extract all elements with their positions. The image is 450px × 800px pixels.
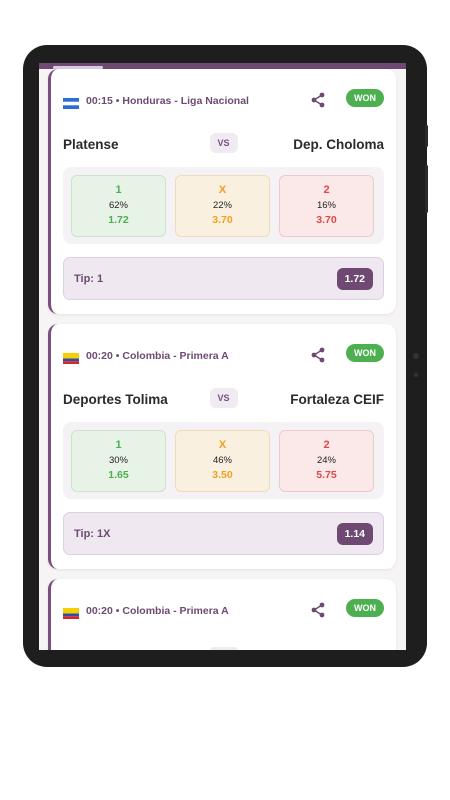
- home-team: Platense: [63, 136, 119, 152]
- colombia-flag-icon: [63, 351, 79, 364]
- vs-badge-partial: [209, 647, 238, 650]
- vs-badge: VS: [209, 388, 238, 408]
- top-bar: [39, 63, 406, 69]
- odds-panel: 1 62% 1.72 X 22% 3.70 2 16% 3.70: [63, 167, 384, 244]
- odd-draw[interactable]: X 22% 3.70: [175, 175, 270, 237]
- match-header: 00:20 • Colombia - Primera A WON: [63, 344, 384, 366]
- tip-label: Tip: 1: [74, 272, 104, 285]
- share-icon[interactable]: [309, 346, 327, 364]
- odd-value: 3.70: [316, 214, 337, 226]
- odd-label: 2: [323, 184, 330, 196]
- top-tab-indicator: [53, 66, 103, 69]
- odd-percent: 16%: [316, 200, 336, 211]
- odd-away[interactable]: 2 24% 5.75: [279, 430, 374, 492]
- match-card[interactable]: 00:20 • Colombia - Primera A WON Deporte…: [48, 324, 396, 569]
- sensor-dot: [414, 373, 418, 377]
- odd-away[interactable]: 2 16% 3.70: [279, 175, 374, 237]
- away-team: Fortaleza CEIF: [290, 391, 384, 407]
- odd-percent: 24%: [316, 455, 336, 466]
- status-badge: WON: [346, 344, 384, 362]
- teams-row: Deportes Tolima VS Fortaleza CEIF: [63, 388, 384, 410]
- tip-label: Tip: 1X: [74, 527, 111, 540]
- odd-label: 1: [115, 184, 122, 196]
- odd-home[interactable]: 1 30% 1.65: [71, 430, 166, 492]
- tip-odd: 1.14: [336, 522, 373, 545]
- odd-value: 3.70: [212, 214, 233, 226]
- odd-label: 1: [115, 439, 122, 451]
- share-icon[interactable]: [309, 601, 327, 619]
- match-card[interactable]: 00:15 • Honduras - Liga Nacional WON Pla…: [48, 69, 396, 314]
- odd-percent: 62%: [108, 200, 128, 211]
- odds-panel: 1 30% 1.65 X 46% 3.50 2 24% 5.75: [63, 422, 384, 499]
- odd-value: 1.72: [108, 214, 129, 226]
- front-camera: [413, 353, 419, 359]
- home-team: Deportes Tolima: [63, 391, 168, 407]
- status-badge: WON: [346, 89, 384, 107]
- odd-label: X: [218, 439, 227, 451]
- odd-percent: 46%: [212, 455, 232, 466]
- app-screen: 00:15 • Honduras - Liga Nacional WON Pla…: [39, 63, 406, 650]
- tip-bar[interactable]: Tip: 1X 1.14: [63, 512, 384, 555]
- odd-value: 1.65: [108, 469, 129, 481]
- odd-value: 3.50: [212, 469, 233, 481]
- teams-row: Platense VS Dep. Choloma: [63, 133, 384, 155]
- status-badge: WON: [346, 599, 384, 617]
- away-team: Dep. Choloma: [293, 136, 384, 152]
- vs-badge: VS: [209, 133, 238, 153]
- volume-button: [425, 165, 428, 213]
- match-time-league: 00:20 • Colombia - Primera A: [86, 605, 229, 617]
- power-button: [425, 125, 428, 147]
- match-time-league: 00:20 • Colombia - Primera A: [86, 350, 229, 362]
- odd-draw[interactable]: X 46% 3.50: [175, 430, 270, 492]
- match-time-league: 00:15 • Honduras - Liga Nacional: [86, 95, 249, 107]
- honduras-flag-icon: [63, 96, 79, 109]
- match-header: 00:15 • Honduras - Liga Nacional WON: [63, 89, 384, 111]
- odd-label: X: [218, 184, 227, 196]
- match-card[interactable]: 00:20 • Colombia - Primera A WON: [48, 579, 396, 650]
- share-icon[interactable]: [309, 91, 327, 109]
- odd-value: 5.75: [316, 469, 337, 481]
- tip-odd: 1.72: [336, 267, 373, 290]
- odd-percent: 22%: [212, 200, 232, 211]
- odd-label: 2: [323, 439, 330, 451]
- colombia-flag-icon: [63, 606, 79, 619]
- tip-bar[interactable]: Tip: 1 1.72: [63, 257, 384, 300]
- odd-percent: 30%: [108, 455, 128, 466]
- odd-home[interactable]: 1 62% 1.72: [71, 175, 166, 237]
- match-header: 00:20 • Colombia - Primera A WON: [63, 599, 384, 621]
